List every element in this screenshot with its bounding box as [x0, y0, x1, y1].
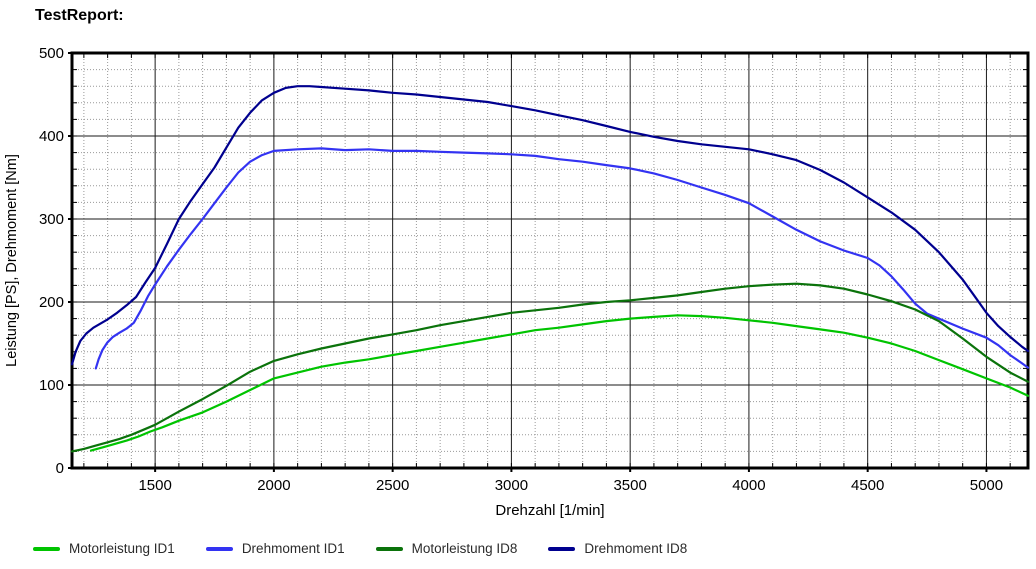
y-tick-label: 200	[39, 294, 64, 311]
series-line-drehmoment-id8	[70, 85, 1030, 366]
legend-swatch-motorleistung-id8	[375, 546, 403, 551]
legend-label: Motorleistung ID8	[411, 541, 518, 556]
legend-swatch-motorleistung-id1	[33, 546, 60, 551]
legend-swatch-drehmoment-id1	[205, 546, 233, 551]
x-tick-label: 4500	[851, 477, 884, 494]
x-tick-label: 2000	[257, 477, 290, 494]
y-tick-label: 0	[56, 460, 64, 477]
chart-legend: Motorleistung ID1 Drehmoment ID1 Motorle…	[33, 541, 687, 556]
x-tick-label: 5000	[970, 477, 1003, 494]
plot-frame	[70, 51, 1030, 470]
x-axis-label: Drehzahl [1/min]	[495, 502, 604, 519]
legend-label: Motorleistung ID1	[69, 541, 175, 556]
y-tick-label: 500	[39, 45, 64, 62]
y-axis-label: Leistung [PS], Drehmoment [Nm]	[4, 154, 20, 367]
y-tick-label: 400	[39, 128, 64, 145]
y-tick-label: 100	[39, 377, 64, 394]
x-tick-label: 3500	[613, 477, 646, 494]
legend-item-motorleistung-id1: Motorleistung ID1	[33, 541, 175, 556]
series-line-drehmoment-id1	[94, 147, 1030, 370]
legend-item-motorleistung-id8: Motorleistung ID8	[375, 541, 518, 556]
x-tick-label: 1500	[138, 477, 171, 494]
chart-canvas: 1500 2000 2500 3000 3500 4000 4500 5000 0 100 200 3…	[4, 45, 1030, 519]
x-tick-label: 3000	[495, 477, 528, 494]
legend-item-drehmoment-id8: Drehmoment ID8	[548, 541, 687, 556]
page-title: TestReport:	[35, 7, 124, 24]
legend-item-drehmoment-id1: Drehmoment ID1	[205, 541, 345, 556]
legend-label: Drehmoment ID1	[241, 541, 345, 556]
series-line-motorleistung-id1	[89, 314, 1030, 452]
x-tick-label: 2500	[376, 477, 409, 494]
legend-swatch-drehmoment-id8	[548, 546, 576, 551]
y-tick-label: 300	[39, 211, 64, 228]
x-tick-label: 4000	[732, 477, 765, 494]
legend-label: Drehmoment ID8	[584, 541, 688, 556]
series-line-motorleistung-id8	[70, 282, 1030, 453]
